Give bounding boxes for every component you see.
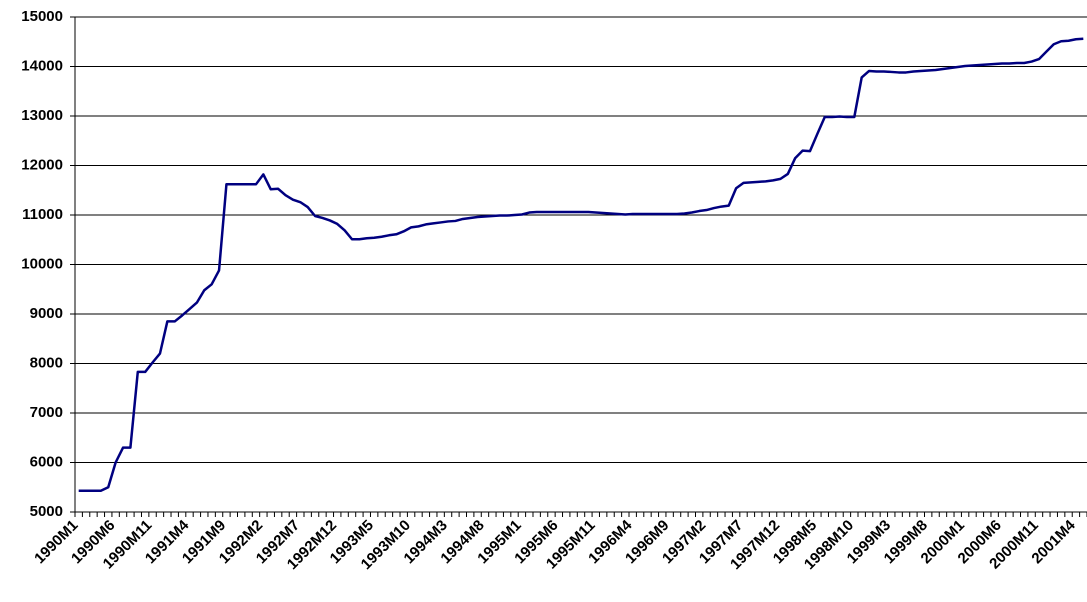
y-tick-label: 8000 [30,354,63,371]
y-tick-label: 6000 [30,453,63,470]
y-tick-label: 14000 [21,57,63,74]
y-tick-label: 10000 [21,255,63,272]
data-line [78,37,1084,492]
y-tick-label: 12000 [21,156,63,173]
y-tick-label: 13000 [21,107,63,124]
y-tick-label: 9000 [30,305,63,322]
y-tick-label: 5000 [30,503,63,520]
y-tick-label: 15000 [21,8,63,25]
y-tick-label: 7000 [30,404,63,421]
y-tick-label: 11000 [22,206,63,223]
